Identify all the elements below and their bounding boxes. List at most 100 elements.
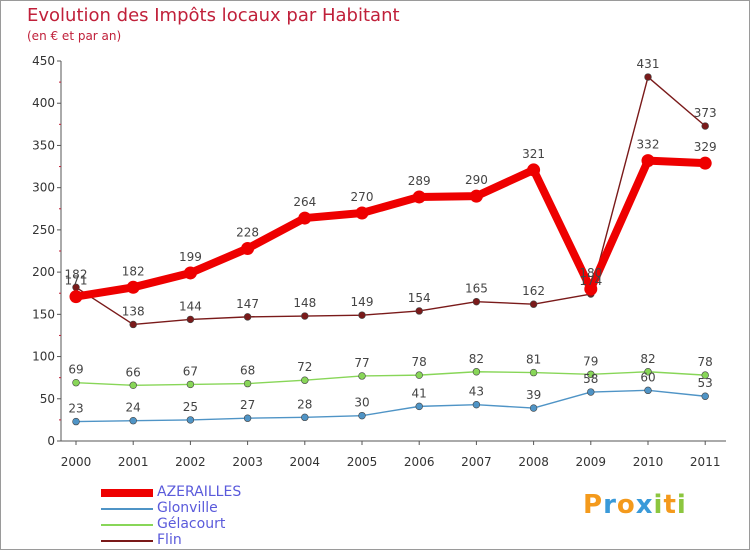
data-point <box>72 379 80 387</box>
data-point <box>529 368 538 377</box>
data-label: 264 <box>293 195 316 209</box>
proxiti-logo: Proxiti <box>583 490 687 520</box>
data-point <box>587 370 595 378</box>
data-point <box>72 417 80 426</box>
data-label: 39 <box>526 388 541 402</box>
data-label: 321 <box>522 147 545 161</box>
legend-label: Glonville <box>157 500 218 516</box>
series-line-flin <box>75 76 706 326</box>
y-tick-label: 0 <box>47 434 55 448</box>
data-label: 67 <box>183 364 198 378</box>
data-label: 30 <box>354 396 369 410</box>
data-point <box>243 313 252 321</box>
y-tick-label: 450 <box>32 54 55 68</box>
data-point <box>129 320 137 329</box>
data-label: 77 <box>354 356 369 370</box>
legend-swatch <box>101 524 153 526</box>
data-point <box>644 73 652 81</box>
y-tick-label: 50 <box>40 392 55 406</box>
data-label: 165 <box>465 282 488 296</box>
x-tick-label: 2003 <box>232 455 263 469</box>
data-label: 27 <box>240 398 255 412</box>
data-label: 270 <box>351 190 374 204</box>
series-line-glonville <box>75 389 706 423</box>
data-point <box>243 379 252 388</box>
legend-item-glonville: Glonville <box>101 500 401 517</box>
data-point <box>301 312 309 320</box>
x-tick-label: 2010 <box>633 455 664 469</box>
data-point <box>186 416 195 424</box>
data-point <box>355 206 369 220</box>
data-label: 82 <box>469 352 484 366</box>
data-point <box>584 282 598 296</box>
data-point <box>186 380 195 389</box>
data-label: 66 <box>126 365 141 379</box>
data-label: 72 <box>297 360 312 374</box>
data-point <box>241 241 255 255</box>
data-point <box>698 156 712 170</box>
data-label: 332 <box>637 138 660 152</box>
data-point <box>641 154 655 168</box>
data-label: 79 <box>583 354 598 368</box>
data-label: 329 <box>694 140 717 154</box>
y-tick-label: 150 <box>32 307 55 321</box>
chart-legend: AZERAILLES Glonville Gélacourt Flin <box>101 484 401 549</box>
logo-letter: x <box>635 490 654 520</box>
data-point <box>412 190 426 204</box>
data-label: 149 <box>351 295 374 309</box>
data-label: 43 <box>469 385 484 399</box>
x-tick-label: 2000 <box>61 455 92 469</box>
data-point <box>529 300 538 308</box>
x-tick-label: 2005 <box>347 455 378 469</box>
legend-swatch <box>101 540 153 542</box>
y-tick-label: 100 <box>32 350 55 364</box>
data-label: 182 <box>65 267 88 281</box>
data-point <box>358 311 366 319</box>
data-label: 69 <box>68 363 83 377</box>
data-point <box>415 371 423 379</box>
data-label: 58 <box>583 372 598 386</box>
data-label: 53 <box>698 376 713 390</box>
x-tick-label: 2009 <box>576 455 607 469</box>
data-point <box>472 297 481 306</box>
data-label: 41 <box>412 386 427 400</box>
data-point <box>472 400 481 409</box>
data-label: 373 <box>694 106 717 120</box>
data-label: 228 <box>236 225 259 239</box>
y-tick-label: 250 <box>32 223 55 237</box>
x-tick-label: 2001 <box>118 455 149 469</box>
data-label: 431 <box>637 57 660 71</box>
chart-subtitle: (en € et par an) <box>27 29 122 43</box>
data-label: 82 <box>640 352 655 366</box>
legend-swatch <box>101 489 153 497</box>
data-label: 60 <box>640 370 655 384</box>
logo-letter: t <box>663 490 677 520</box>
data-label: 28 <box>297 397 312 411</box>
data-point <box>298 211 312 225</box>
logo-letter: r <box>603 490 617 520</box>
data-point <box>701 122 709 130</box>
x-tick-label: 2007 <box>461 455 492 469</box>
legend-item-azerailles: AZERAILLES <box>101 484 401 501</box>
data-label: 81 <box>526 353 541 367</box>
data-label: 174 <box>579 274 602 288</box>
logo-letter: i <box>653 490 664 520</box>
series-line-azerailles <box>72 156 710 301</box>
data-label: 148 <box>293 296 316 310</box>
data-point <box>126 280 140 294</box>
data-point <box>472 368 481 376</box>
data-point <box>415 307 423 315</box>
data-point <box>186 315 195 324</box>
legend-item-flin: Flin <box>101 532 401 549</box>
series-line-gélacourt <box>75 371 706 386</box>
data-point <box>243 414 252 422</box>
x-tick-label: 2004 <box>290 455 321 469</box>
data-point <box>301 376 309 384</box>
data-point <box>701 371 709 379</box>
data-point <box>527 163 541 177</box>
data-label: 25 <box>183 400 198 414</box>
legend-label: Flin <box>157 532 182 548</box>
x-tick-label: 2006 <box>404 455 435 469</box>
